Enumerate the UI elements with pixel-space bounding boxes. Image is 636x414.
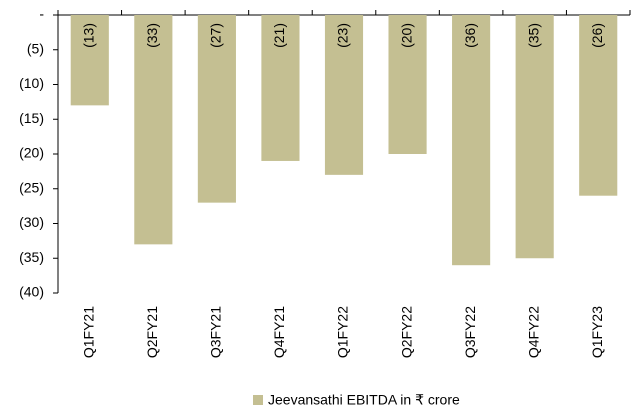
x-tick-label: Q3FY21 [208, 306, 224, 358]
bar [197, 15, 236, 203]
x-tick-label: Q1FY22 [335, 306, 351, 358]
value-label: (21) [271, 23, 287, 48]
x-tick-label: Q1FY23 [589, 306, 605, 358]
y-tick-label: - [39, 6, 44, 22]
value-label: (26) [589, 23, 605, 48]
value-label: (20) [398, 23, 414, 48]
bar [579, 15, 618, 196]
y-tick-label: (25) [19, 179, 44, 195]
x-tick-label: Q4FY22 [525, 306, 541, 358]
bar [324, 15, 364, 175]
y-tick-label: (15) [19, 110, 44, 126]
x-tick-label: Q4FY21 [271, 306, 287, 358]
bar [515, 15, 554, 259]
value-label: (13) [80, 23, 96, 48]
legend-label: Jeevansathi EBITDA in ₹ crore [268, 392, 460, 408]
value-label: (35) [525, 23, 541, 48]
y-tick-label: (20) [19, 145, 44, 161]
bar [261, 15, 300, 161]
x-tick-label: Q2FY22 [398, 306, 414, 358]
value-label: (36) [462, 23, 478, 48]
y-tick-label: (40) [19, 284, 44, 300]
x-tick-label: Q1FY21 [80, 306, 96, 358]
y-tick-label: (35) [19, 249, 44, 265]
bar [388, 15, 427, 154]
value-label: (23) [335, 23, 351, 48]
bar [452, 15, 491, 266]
y-tick-label: (10) [19, 75, 44, 91]
value-label: (27) [208, 23, 224, 48]
x-tick-label: Q3FY22 [462, 306, 478, 358]
y-tick-label: (5) [27, 40, 44, 56]
x-tick-label: Q2FY21 [144, 306, 160, 358]
y-tick-label: (30) [19, 214, 44, 230]
bar [134, 15, 173, 245]
value-label: (33) [144, 23, 160, 48]
legend-swatch [253, 395, 263, 405]
bar [70, 15, 109, 106]
